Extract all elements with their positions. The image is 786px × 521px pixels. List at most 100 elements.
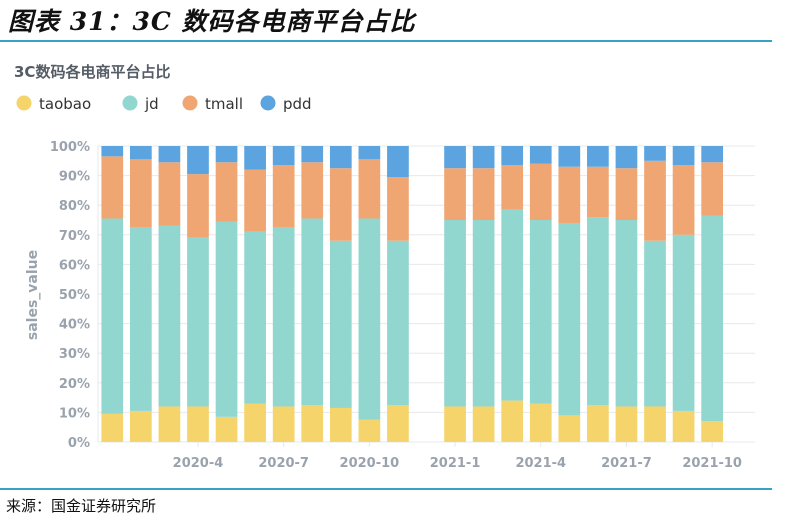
legend-label-pdd: pdd: [283, 95, 312, 113]
bar-segment-jd: [158, 225, 181, 407]
chart-bars: [101, 146, 724, 442]
bar-segment-taobao: [187, 406, 209, 442]
bar-segment-pdd: [387, 146, 409, 178]
bar-2020-10[interactable]: [358, 146, 381, 442]
x-tick-label: 2021-7: [601, 456, 652, 471]
legend-item-tmall[interactable]: tmall: [182, 95, 244, 113]
figure-title: 图表 31：3C 数码各电商平台占比: [8, 7, 416, 36]
y-tick-label: 0%: [68, 436, 90, 451]
y-tick-label: 80%: [59, 199, 90, 214]
legend-label-taobao: taobao: [39, 95, 91, 113]
bar-segment-pdd: [587, 146, 609, 167]
y-axis: 0% 10% 20% 30% 40% 50% 60% 70% 80% 90% 100%: [50, 140, 99, 451]
bar-segment-tmall: [701, 162, 724, 216]
bar-segment-jd: [701, 215, 724, 422]
y-tick-label: 100%: [50, 140, 90, 155]
bar-segment-pdd: [129, 146, 152, 160]
bar-segment-jd: [501, 209, 524, 401]
bar-segment-taobao: [615, 406, 638, 442]
x-tick-label: 2021-10: [682, 456, 742, 471]
y-tick-label: 70%: [59, 229, 90, 244]
bar-2021-10[interactable]: [701, 146, 724, 442]
bar-segment-taobao: [329, 407, 352, 442]
bar-2020-8[interactable]: [301, 146, 324, 442]
bar-2020-4[interactable]: [187, 146, 209, 442]
bar-2021-9[interactable]: [672, 146, 695, 442]
bar-2020-6[interactable]: [244, 146, 266, 442]
x-tick-label: 2020-7: [258, 456, 309, 471]
bar-segment-tmall: [529, 163, 552, 220]
bar-2020-2[interactable]: [129, 146, 152, 442]
bar-2021-1[interactable]: [444, 146, 466, 442]
bar-2020-5[interactable]: [215, 146, 238, 442]
bar-segment-pdd: [701, 146, 724, 163]
bar-segment-pdd: [358, 146, 381, 160]
bar-segment-pdd: [558, 146, 581, 167]
legend-item-jd[interactable]: jd: [122, 95, 159, 113]
x-tick-label: 2021-4: [515, 456, 566, 471]
bar-segment-taobao: [558, 415, 581, 442]
bar-segment-tmall: [158, 162, 181, 226]
bar-2021-7[interactable]: [615, 146, 638, 442]
bar-segment-tmall: [101, 156, 124, 219]
bar-segment-taobao: [158, 406, 181, 442]
bar-segment-pdd: [644, 146, 666, 161]
bar-2020-9[interactable]: [329, 146, 352, 442]
bar-segment-pdd: [615, 146, 638, 169]
bar-segment-tmall: [472, 168, 495, 220]
bar-segment-taobao: [358, 419, 381, 442]
bar-segment-jd: [329, 240, 352, 408]
bar-2021-4[interactable]: [529, 146, 552, 442]
bar-segment-taobao: [129, 410, 152, 442]
bar-segment-pdd: [101, 146, 124, 157]
bar-2020-7[interactable]: [272, 146, 295, 442]
bar-2020-11[interactable]: [387, 146, 409, 442]
bar-segment-taobao: [272, 406, 295, 442]
bar-segment-tmall: [272, 165, 295, 228]
y-tick-label: 60%: [59, 258, 90, 273]
y-axis-label: sales_value: [25, 250, 41, 340]
chart-title: 3C数码各电商平台占比: [14, 63, 170, 81]
bar-2021-5[interactable]: [558, 146, 581, 442]
bar-segment-jd: [558, 222, 581, 416]
legend-swatch-taobao: [16, 95, 32, 111]
bar-2020-1[interactable]: [101, 146, 124, 442]
bar-segment-jd: [187, 237, 209, 407]
bar-segment-pdd: [472, 146, 495, 169]
legend-label-jd: jd: [144, 95, 159, 113]
bar-segment-pdd: [215, 146, 238, 163]
bar-segment-taobao: [472, 406, 495, 442]
bar-segment-taobao: [215, 416, 238, 442]
legend-item-pdd[interactable]: pdd: [260, 95, 312, 113]
bar-segment-pdd: [444, 146, 466, 169]
bar-segment-jd: [672, 234, 695, 411]
y-tick-label: 30%: [59, 347, 90, 362]
bar-segment-pdd: [187, 146, 209, 175]
bar-segment-tmall: [587, 166, 609, 218]
bar-2021-6[interactable]: [587, 146, 609, 442]
bar-segment-jd: [444, 220, 466, 407]
bar-segment-tmall: [501, 165, 524, 210]
y-tick-label: 50%: [59, 288, 90, 303]
bar-segment-pdd: [501, 146, 524, 166]
bar-segment-jd: [215, 221, 238, 417]
x-tick-label: 2020-10: [340, 456, 400, 471]
x-tick-label: 2020-4: [173, 456, 224, 471]
bar-segment-taobao: [301, 405, 324, 442]
title-divider: [0, 40, 772, 42]
bar-2021-2[interactable]: [472, 146, 495, 442]
bar-segment-pdd: [244, 146, 266, 170]
bar-segment-taobao: [244, 403, 266, 442]
bar-segment-tmall: [387, 177, 409, 241]
bar-2021-3[interactable]: [501, 146, 524, 442]
bar-segment-tmall: [129, 159, 152, 228]
bar-segment-jd: [529, 220, 552, 404]
bar-segment-tmall: [187, 174, 209, 238]
bar-segment-taobao: [501, 400, 524, 442]
bar-segment-taobao: [529, 403, 552, 442]
legend-item-taobao[interactable]: taobao: [16, 95, 92, 113]
bar-2020-3[interactable]: [158, 146, 181, 442]
bar-segment-taobao: [644, 406, 666, 442]
legend-label-tmall: tmall: [205, 95, 243, 113]
bar-2021-8[interactable]: [644, 146, 666, 442]
